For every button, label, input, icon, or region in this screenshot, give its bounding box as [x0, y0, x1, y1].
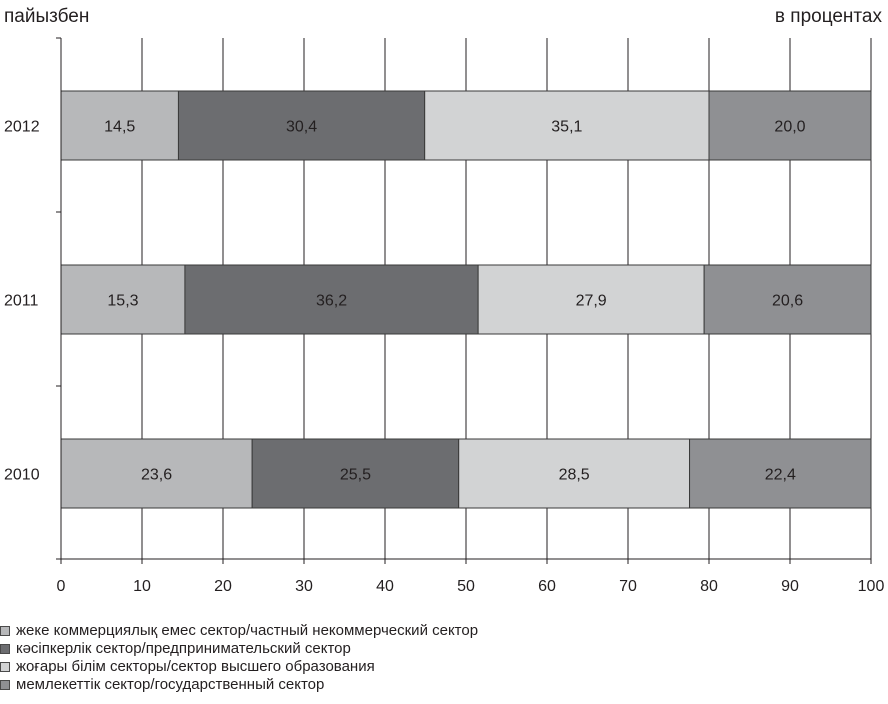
bar-value-label: 14,5 — [104, 119, 135, 136]
bar-value-label: 23,6 — [141, 467, 172, 484]
legend-label: мемлекеттік сектор/государственный секто… — [16, 676, 325, 693]
bar-value-label: 15,3 — [107, 293, 138, 310]
bar-value-label: 20,6 — [772, 293, 803, 310]
header-left-label: пайызбен — [4, 6, 90, 27]
bar-value-label: 28,5 — [559, 467, 590, 484]
bar-2012-series-2 — [177, 90, 426, 161]
x-tick-label: 90 — [781, 578, 799, 595]
x-tick-label: 10 — [133, 578, 151, 595]
bar-value-label: 27,9 — [576, 293, 607, 310]
x-tick-label: 0 — [57, 578, 66, 595]
legend-label: кәсіпкерлік сектор/предпринимательский с… — [16, 640, 351, 657]
bars — [60, 90, 872, 509]
legend-label: жеке коммерциялық емес сектор/частный не… — [16, 622, 479, 639]
x-tick-label: 100 — [858, 578, 885, 595]
bar-2012-series-1 — [60, 90, 179, 161]
y-tick-label: 2011 — [4, 293, 39, 310]
x-tick-label: 30 — [295, 578, 313, 595]
bar-2010-series-1 — [60, 438, 253, 509]
stacked-bar-chart: 14,5 30,4 35,1 20,0 15,3 36,2 27,9 20,6 23,6 25,5… — [4, 37, 885, 595]
y-tick-label: 2010 — [4, 467, 40, 484]
x-tick-label: 60 — [538, 578, 556, 595]
x-tick-label: 80 — [700, 578, 718, 595]
bar-2011-series-1 — [60, 264, 186, 335]
x-tick-label: 70 — [619, 578, 637, 595]
bar-2012-series-3 — [424, 90, 710, 161]
bar-value-labels: 14,5 30,4 35,1 20,0 15,3 36,2 27,9 20,6 23,6 25,5… — [104, 119, 806, 484]
legend-swatch — [0, 662, 10, 672]
bar-value-label: 36,2 — [316, 293, 347, 310]
bar-value-label: 20,0 — [774, 119, 805, 136]
bar-value-label: 35,1 — [551, 119, 582, 136]
x-tick-label: 40 — [376, 578, 394, 595]
bar-2011-series-2 — [184, 264, 479, 335]
bar-2012-series-4 — [708, 90, 872, 161]
y-tick-label: 2012 — [4, 119, 40, 136]
bar-value-label: 25,5 — [340, 467, 371, 484]
legend-swatch — [0, 680, 10, 690]
legend-swatch — [0, 626, 10, 636]
legend-swatch — [0, 644, 10, 654]
header-right-label: в процентах — [774, 6, 882, 27]
axes: 2012 2011 2010 0 10 20 30 40 50 60 70 80 90 100 — [4, 37, 885, 595]
bar-2011-series-3 — [477, 264, 705, 335]
x-tick-label: 20 — [214, 578, 232, 595]
bar-2011-series-4 — [703, 264, 872, 335]
x-tick-label: 50 — [457, 578, 475, 595]
bar-2010-series-4 — [689, 438, 872, 509]
legend-label: жоғары білім секторы/сектор высшего обра… — [16, 658, 375, 675]
bar-2010-series-2 — [251, 438, 460, 509]
bar-value-label: 30,4 — [286, 119, 317, 136]
bar-value-label: 22,4 — [765, 467, 796, 484]
